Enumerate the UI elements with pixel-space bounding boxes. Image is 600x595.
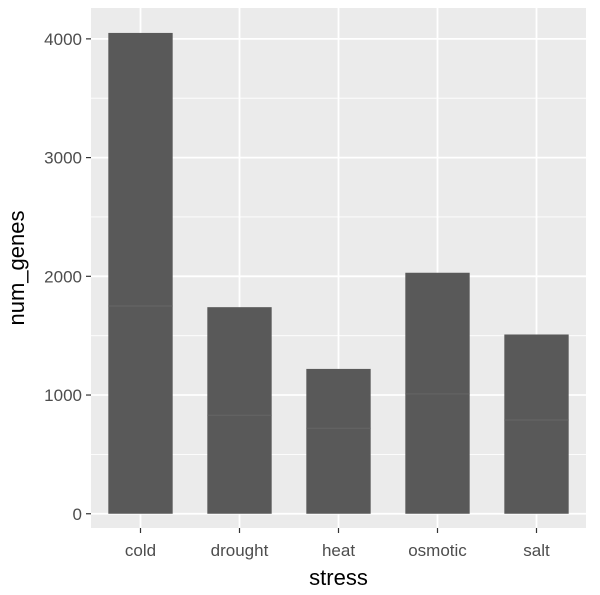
bar-drought-segment — [207, 415, 272, 514]
x-tick-label-osmotic: osmotic — [408, 541, 467, 560]
x-axis: cold drought heat osmotic salt — [125, 528, 550, 560]
bar-heat-segment — [306, 428, 371, 514]
x-tick-label-drought: drought — [211, 541, 269, 560]
y-tick-label: 4000 — [44, 30, 82, 49]
y-tick-label: 3000 — [44, 149, 82, 168]
x-axis-title: stress — [309, 565, 368, 590]
bars — [108, 32, 569, 514]
y-tick-label: 0 — [73, 505, 82, 524]
x-tick-label-heat: heat — [322, 541, 355, 560]
bar-osmotic-segment — [405, 272, 470, 394]
bar-drought-segment — [207, 307, 272, 416]
x-tick-label-salt: salt — [523, 541, 550, 560]
bar-salt-segment — [504, 334, 569, 420]
bar-heat-segment — [306, 368, 371, 429]
y-axis: 0 1000 2000 3000 4000 — [44, 30, 91, 524]
y-axis-title: num_genes — [4, 211, 29, 326]
x-tick-label-cold: cold — [125, 541, 156, 560]
y-tick-label: 1000 — [44, 386, 82, 405]
bar-osmotic-segment — [405, 393, 470, 514]
y-tick-label: 2000 — [44, 267, 82, 286]
bar-cold-segment — [108, 305, 173, 514]
bar-salt-segment — [504, 419, 569, 514]
bar-cold-segment — [108, 32, 173, 306]
